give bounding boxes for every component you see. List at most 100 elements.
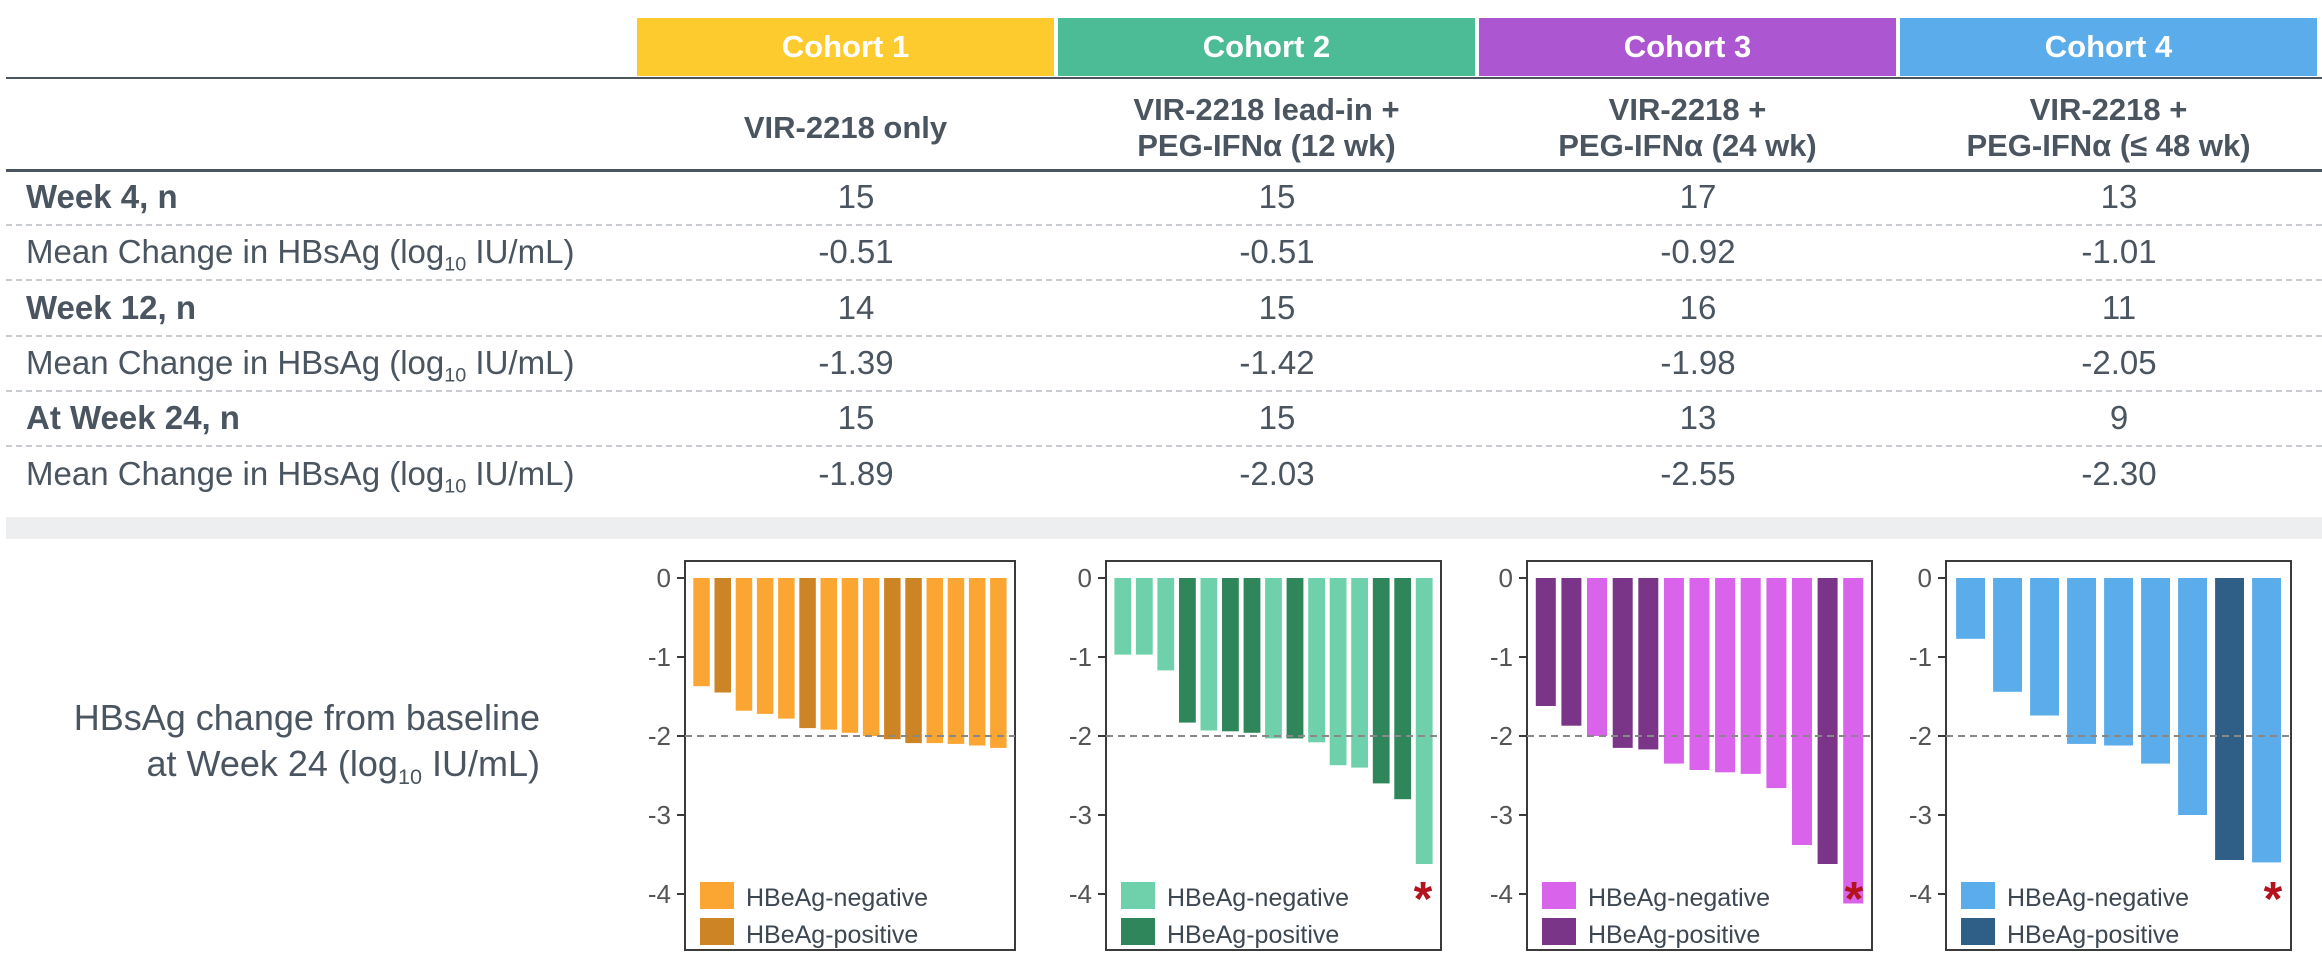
bar	[2215, 578, 2244, 860]
legend-swatch-negative	[1961, 882, 1995, 909]
table-cell: 13	[1679, 399, 1717, 436]
chart-side-label: HBsAg change from baseline at Week 24 (l…	[40, 695, 540, 800]
bar	[1689, 578, 1710, 770]
bar	[2030, 578, 2059, 716]
bar	[1663, 578, 1684, 764]
bar	[1308, 578, 1325, 743]
header-top-rule	[6, 77, 2322, 79]
bar	[926, 578, 943, 744]
y-tick-label: -3	[648, 800, 671, 830]
cohort-2-treatment: VIR-2218 lead-in + PEG-IFNα (12 wk)	[1058, 86, 1475, 170]
bar	[905, 578, 922, 744]
row-label-unit: IU/mL)	[466, 344, 575, 381]
legend-swatch-negative	[700, 882, 734, 909]
table-cell: -2.30	[2081, 455, 2157, 492]
cohort-2-header: Cohort 2	[1058, 18, 1475, 76]
bar	[1817, 578, 1838, 864]
bar	[1157, 578, 1175, 671]
y-tick-label: -1	[1909, 642, 1932, 672]
y-tick-label: -1	[1490, 642, 1513, 672]
y-tick-label: -4	[648, 879, 671, 909]
bar	[2067, 578, 2096, 744]
cohort-3-header: Cohort 3	[1479, 18, 1896, 76]
table-cell: 11	[2101, 289, 2137, 326]
bar	[1612, 578, 1633, 748]
row-divider	[6, 390, 2322, 392]
table-cell: 9	[2109, 399, 2129, 436]
y-tick-label: -2	[1490, 721, 1513, 751]
cohort-2-name: Cohort 2	[1202, 29, 1331, 64]
bar	[990, 578, 1007, 748]
table-cell: 15	[837, 399, 875, 436]
y-tick-label: 0	[1918, 563, 1932, 593]
cohort-1-header: Cohort 1	[637, 18, 1054, 76]
table-cell: -1.01	[2081, 233, 2157, 270]
bar	[1179, 578, 1196, 723]
row-divider	[6, 335, 2322, 337]
table-cell: 13	[2100, 178, 2138, 215]
legend-label-negative: HBeAg-negative	[1167, 884, 1349, 912]
bar	[756, 578, 774, 714]
table-cell: -2.55	[1660, 455, 1736, 492]
bar	[2178, 578, 2207, 815]
table-cell: 15	[1258, 178, 1296, 215]
log-subscript: 10	[444, 475, 467, 498]
bar	[693, 578, 710, 687]
bar	[1956, 578, 1985, 639]
row-label: At Week 24, n	[26, 399, 240, 436]
y-tick-label: -2	[1069, 721, 1092, 751]
bar	[1415, 578, 1433, 864]
log-subscript: 10	[397, 764, 422, 790]
chart-side-label-unit: IU/mL)	[421, 743, 540, 784]
table-cell: 15	[1258, 289, 1296, 326]
bar	[1638, 578, 1659, 750]
legend-label-negative: HBeAg-negative	[1588, 884, 1770, 912]
row-label-unit: IU/mL)	[466, 455, 575, 492]
legend-label-negative: HBeAg-negative	[2007, 884, 2189, 912]
row-label: Mean Change in HBsAg (log10 IU/mL)	[26, 224, 574, 279]
log-subscript: 10	[444, 364, 467, 387]
bar	[2141, 578, 2170, 764]
table-cell: 16	[1679, 289, 1717, 326]
bar	[820, 578, 837, 730]
table-cell: -1.39	[818, 344, 894, 381]
bar	[714, 578, 731, 693]
bar	[778, 578, 795, 719]
bar	[2104, 578, 2133, 746]
bar	[1351, 578, 1368, 768]
cohort-4-name: Cohort 4	[2044, 29, 2173, 64]
table-cell: 15	[1258, 399, 1296, 436]
cohort-2-treatment-line2: PEG-IFNα (12 wk)	[1137, 128, 1396, 163]
y-tick-label: -4	[1909, 879, 1932, 909]
legend-label-positive: HBeAg-positive	[1167, 921, 1339, 949]
legend-swatch-positive	[1542, 918, 1576, 945]
bar	[968, 578, 986, 746]
cohort-1-name: Cohort 1	[781, 29, 910, 64]
table-cell: -0.51	[818, 233, 894, 270]
table-cell: -1.89	[818, 455, 894, 492]
cohort-4-treatment-line1: VIR-2218 +	[2029, 92, 2188, 127]
cohort-1-treatment-line1: VIR-2218 only	[743, 110, 948, 145]
row-label-unit: IU/mL)	[466, 233, 575, 270]
y-tick-label: 0	[1078, 563, 1092, 593]
y-tick-label: -2	[1909, 721, 1932, 751]
bar	[1135, 578, 1153, 655]
bar	[1535, 578, 1556, 706]
cohort-2-treatment-line1: VIR-2218 lead-in +	[1133, 92, 1400, 127]
y-tick-label: -3	[1490, 800, 1513, 830]
table-cell: 15	[837, 178, 875, 215]
bar	[1740, 578, 1761, 774]
bar	[862, 578, 880, 736]
legend-swatch-positive	[1961, 918, 1995, 945]
bar	[1372, 578, 1390, 784]
row-divider	[6, 224, 2322, 226]
row-label-text: Mean Change in HBsAg (log	[26, 233, 445, 270]
chart-side-label-line1: HBsAg change from baseline	[73, 697, 540, 738]
table-row-week12-mean: Mean Change in HBsAg (log10 IU/mL) -1.39…	[6, 335, 2322, 390]
bar	[1843, 578, 1864, 904]
table-row-week4-mean: Mean Change in HBsAg (log10 IU/mL) -0.51…	[6, 224, 2322, 279]
bar	[947, 578, 965, 744]
section-divider-band	[6, 517, 2322, 539]
cohort-3-treatment: VIR-2218 + PEG-IFNα (24 wk)	[1479, 86, 1896, 170]
